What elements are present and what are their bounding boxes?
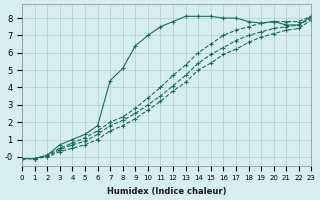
X-axis label: Humidex (Indice chaleur): Humidex (Indice chaleur) xyxy=(107,187,227,196)
